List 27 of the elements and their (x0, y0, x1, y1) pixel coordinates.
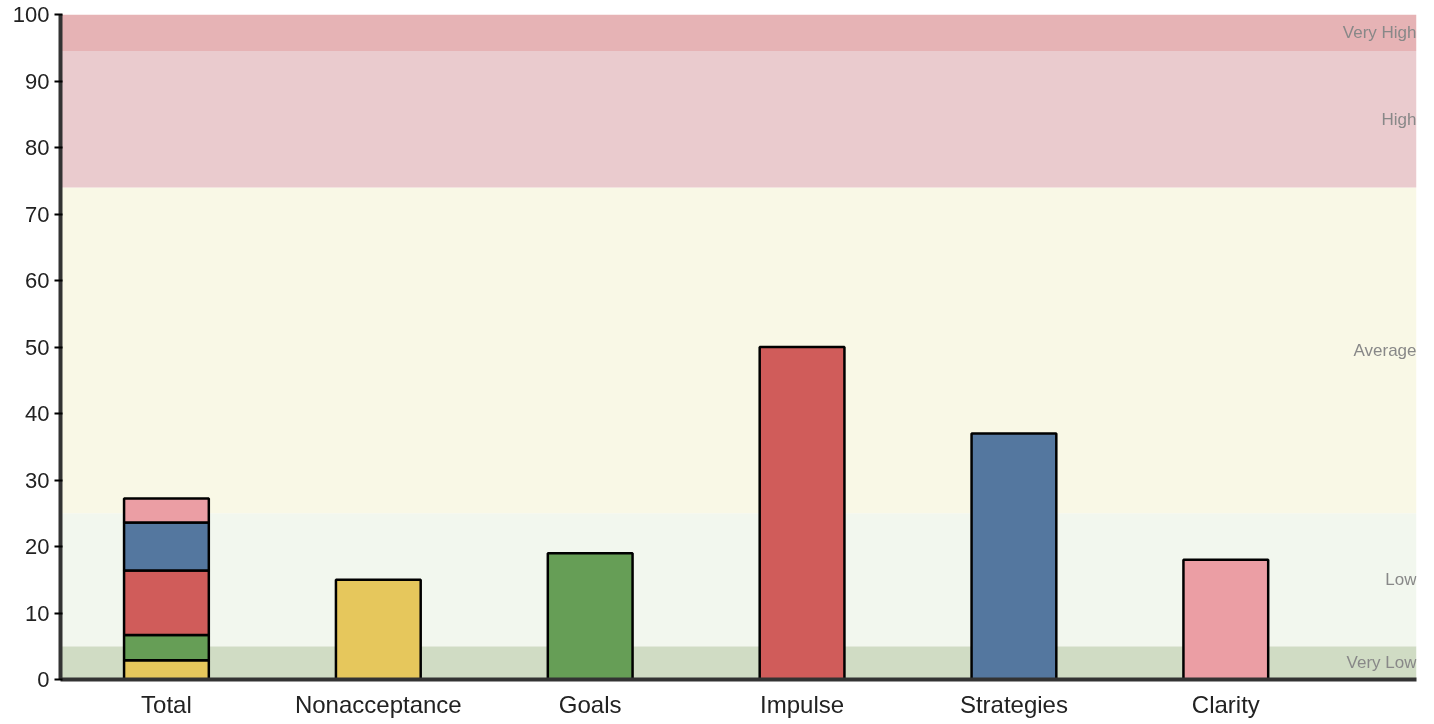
bar (970, 432, 1058, 680)
x-tick-label: Impulse (760, 690, 845, 718)
x-tick-label: Clarity (1191, 690, 1260, 718)
x-tick-label: Total (141, 690, 192, 718)
y-tick-label: 90 (25, 68, 50, 94)
y-tick-label: 10 (25, 600, 50, 626)
y-tick-label: 0 (37, 667, 50, 692)
band-label: Very High (1342, 23, 1417, 43)
band-label: Low (1385, 570, 1418, 590)
y-tick-label: 30 (25, 467, 50, 493)
band-label: Average (1353, 340, 1417, 360)
bar (334, 578, 422, 680)
x-tick-label: Nonacceptance (294, 690, 462, 718)
bar (758, 345, 846, 680)
y-tick-label: 100 (12, 2, 50, 27)
y-tick-label: 70 (25, 201, 50, 227)
y-tick-label: 60 (25, 268, 50, 293)
y-tick-label: 50 (25, 334, 50, 360)
y-tick-label: 20 (25, 534, 50, 559)
y-tick-label: 80 (25, 135, 50, 160)
y-tick-label: 40 (25, 401, 50, 426)
x-tick-label: Strategies (959, 690, 1068, 718)
band-label: Very Low (1346, 653, 1418, 673)
band-label: High (1381, 109, 1417, 129)
bar (546, 551, 634, 680)
bar (1182, 558, 1270, 680)
x-tick-label: Goals (558, 690, 622, 718)
